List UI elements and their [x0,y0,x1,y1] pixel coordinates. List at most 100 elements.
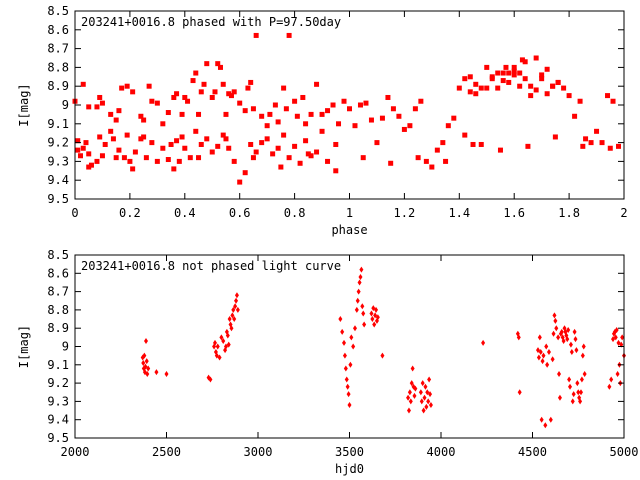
x-tick-label: 5000 [610,445,639,459]
data-point [233,303,238,310]
data-point [165,110,171,116]
data-point [375,314,380,321]
data-point [94,104,100,110]
data-point [413,385,418,392]
data-point [99,153,105,159]
data-point [559,328,564,335]
data-point [250,155,256,161]
data-point [346,391,351,398]
data-point [228,93,234,99]
data-point [226,91,232,97]
data-point [281,132,287,138]
data-point [215,61,221,67]
x-tick-label: 0.2 [119,206,141,220]
data-point [97,94,103,100]
data-point [127,158,133,164]
y-tick-label: 8.5 [47,248,69,262]
data-point [75,147,81,153]
data-point [543,422,548,429]
data-point [231,158,237,164]
data-point [550,356,555,363]
data-point [484,85,490,91]
data-point [338,316,343,323]
data-point [575,380,580,387]
data-point [553,317,558,324]
phased-y-axis-label: I[mag] [17,83,31,126]
data-point [225,332,230,339]
data-point [294,113,300,119]
data-point [426,398,431,405]
data-point [345,383,350,390]
data-point [406,394,411,401]
data-point [361,310,366,317]
data-point [212,339,217,346]
data-point [204,136,210,142]
y-tick-label: 9.4 [47,413,69,427]
data-point [185,98,191,104]
y-tick-label: 8.9 [47,79,69,93]
data-point [613,334,618,341]
y-tick-label: 8.7 [47,285,69,299]
data-point [557,394,562,401]
data-point [545,361,550,368]
data-point [149,98,155,104]
data-point [495,70,501,76]
data-point [415,155,421,161]
data-point [80,145,86,151]
data-point [497,147,503,153]
data-point [242,108,248,114]
data-point [86,164,92,170]
data-point [548,416,553,423]
x-tick-label: 1 [346,206,353,220]
data-point [348,361,353,368]
data-point [418,389,423,396]
data-point [355,297,360,304]
data-point [108,128,114,134]
data-point [253,149,259,155]
data-point [572,328,577,335]
data-point [343,365,348,372]
data-point [237,179,243,185]
data-point [305,151,311,157]
data-point [333,168,339,174]
data-point [223,111,229,117]
data-point [190,78,196,84]
data-point [237,100,243,106]
data-point [86,151,92,157]
data-point [250,106,256,112]
data-point [217,354,222,361]
data-point [572,113,578,119]
data-point [407,123,413,129]
data-point [420,380,425,387]
data-point [445,123,451,129]
y-tick-label: 9.1 [47,358,69,372]
data-point [267,111,273,117]
data-point [116,108,122,114]
unphased-x-axis-label: hjd0 [335,462,364,476]
data-point [281,85,287,91]
data-point [227,316,232,323]
x-tick-label: 0.6 [229,206,251,220]
data-point [144,338,149,345]
data-point [351,343,356,350]
x-tick-label: 0.8 [284,206,306,220]
data-point [357,102,363,108]
data-point [537,334,542,341]
data-point [259,113,265,119]
y-tick-label: 9.1 [47,117,69,131]
data-point [495,85,501,91]
data-point [264,123,270,129]
x-tick-label: 0 [71,206,78,220]
data-point [517,389,522,396]
data-point [286,155,292,161]
x-tick-label: 4000 [427,445,456,459]
data-point [419,398,424,405]
y-tick-label: 9.4 [47,173,69,187]
data-point [571,391,576,398]
data-point [143,155,149,161]
x-tick-label: 1.8 [558,206,580,220]
data-point [113,155,119,161]
data-point [451,115,457,121]
x-tick-label: 1.2 [394,206,416,220]
data-point [138,113,144,119]
